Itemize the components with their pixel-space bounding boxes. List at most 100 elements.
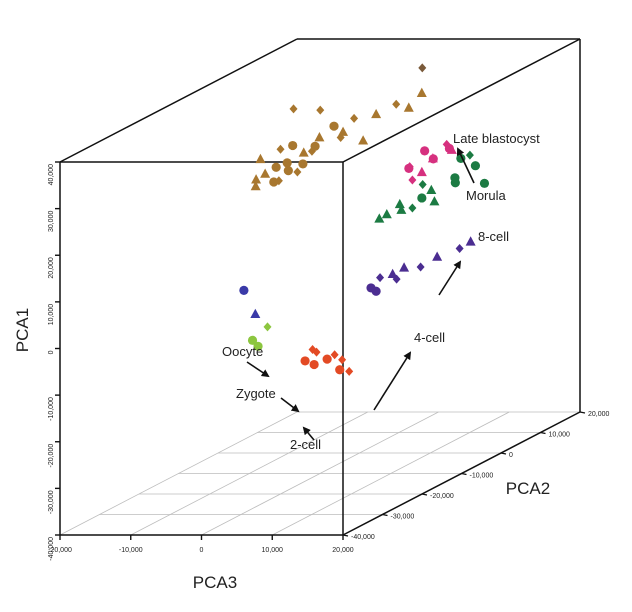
tick-label-pca2: 0: [509, 452, 513, 459]
axis-title-pca3: PCA3: [193, 573, 237, 592]
two-cell-point: [322, 354, 332, 364]
unlabeled-cluster-point: [416, 87, 427, 97]
tick-mark: [500, 452, 507, 455]
tick-label-pca1: 10,000: [48, 304, 55, 326]
unlabeled-cluster-point: [316, 105, 325, 115]
trajectory-arrow: [373, 351, 412, 411]
tick-label-pca2: -20,000: [430, 493, 454, 500]
eight-cell-point: [429, 196, 440, 206]
four-cell-point: [387, 268, 398, 279]
trajectory-arrow: [280, 397, 300, 413]
eight-cell-point: [408, 203, 417, 213]
tick-label-pca2: 20,000: [588, 411, 610, 418]
four-cell-point: [432, 251, 443, 261]
tick-mark: [382, 513, 388, 517]
unlabeled-cluster-point: [251, 174, 262, 184]
unlabeled-cluster-point: [329, 121, 339, 131]
morula-point: [408, 175, 417, 185]
floor-grid: [59, 411, 581, 536]
label-8-cell: 8-cell: [478, 229, 509, 244]
label-oocyte: Oocyte: [222, 344, 263, 359]
unlabeled-cluster-point: [289, 104, 298, 114]
two-cell-point: [300, 356, 310, 366]
tick-label-pca3: -20,000: [48, 547, 72, 554]
tick-mark: [540, 431, 546, 435]
unlabeled-cluster-point: [293, 167, 302, 177]
eight-cell-point: [479, 178, 490, 188]
box-edge: [59, 38, 298, 163]
tick-label-pca1: 40,000: [48, 164, 55, 186]
eight-cell-point: [396, 204, 407, 214]
axis-ticks: -40,000 -30,000 -20,000 -10,000 0 10,000 20,00…: [48, 161, 610, 561]
eight-cell-point: [381, 208, 392, 219]
eight-cell-point: [417, 193, 427, 203]
tick-mark: [579, 411, 586, 414]
axis-titles: PCA1 PCA3 PCA2: [13, 308, 550, 592]
tick-label-pca3: 20,000: [332, 547, 354, 554]
unlabeled-cluster-point: [336, 133, 345, 143]
unlabeled-cluster-point: [403, 102, 414, 112]
tick-label-pca3: -10,000: [119, 547, 143, 554]
two-cell-point: [308, 345, 317, 355]
two-cell-point: [330, 350, 339, 360]
four-cell-point: [371, 286, 381, 296]
tick-label-pca2: -40,000: [351, 534, 375, 541]
data-points: [239, 63, 490, 376]
two-cell-point: [345, 366, 354, 376]
two-cell-point: [309, 359, 319, 370]
unlabeled-cluster-point: [314, 132, 325, 142]
tick-label-pca2: 10,000: [549, 432, 571, 439]
morula-point: [420, 146, 430, 156]
tick-label-pca1: -40,000: [48, 537, 55, 561]
eight-cell-point: [394, 198, 405, 209]
unlabeled-cluster-point: [310, 141, 320, 151]
four-cell-point: [465, 236, 476, 246]
unlabeled-cluster-point: [260, 168, 271, 178]
morula-point: [427, 153, 438, 163]
stage-labels: Late blastocyst Morula 8-cell 4-cell Ooc…: [222, 131, 540, 452]
tick-mark: [461, 472, 467, 476]
label-zygote: Zygote: [236, 386, 276, 401]
axis-title-pca2: PCA2: [506, 479, 550, 498]
two-cell-point: [338, 355, 347, 365]
tick-label-pca2: -10,000: [470, 473, 494, 480]
unlabeled-cluster-point: [358, 135, 369, 145]
unlabeled-cluster-point: [283, 166, 293, 176]
eight-cell-point: [374, 213, 385, 223]
unlabeled-cluster-point: [282, 158, 292, 168]
unlabeled-cluster-point: [350, 113, 359, 123]
unlabeled-cluster-point: [271, 162, 281, 172]
eight-cell-point: [470, 161, 481, 171]
trajectory-arrows: [246, 147, 475, 441]
label-morula: Morula: [466, 188, 507, 203]
unlabeled-cluster-point: [288, 140, 298, 151]
tick-label-pca1: -10,000: [48, 397, 55, 421]
unlabeled-cluster-point: [274, 176, 283, 186]
tick-label-pca3: 10,000: [262, 547, 284, 554]
zygote-point: [253, 341, 263, 351]
trajectory-arrow: [302, 426, 315, 441]
unlabeled-cluster-point: [298, 147, 309, 157]
oocyte-point: [250, 308, 261, 319]
tick-label-pca1: -20,000: [48, 444, 55, 468]
tick-label-pca1: 30,000: [48, 211, 55, 233]
eight-cell-point: [418, 180, 427, 190]
four-cell-point: [455, 243, 464, 253]
four-cell-point: [399, 262, 410, 272]
axis-title-pca1: PCA1: [13, 308, 32, 352]
label-late-blastocyst: Late blastocyst: [453, 131, 540, 146]
trajectory-arrow: [438, 260, 462, 296]
unlabeled-cluster-point: [255, 153, 266, 164]
two-cell-point: [335, 365, 345, 375]
tick-label-pca3: 0: [200, 547, 204, 554]
eight-cell-point: [465, 150, 474, 160]
eight-cell-point: [426, 184, 437, 195]
unlabeled-cluster-point: [276, 144, 285, 154]
tick-mark: [342, 534, 349, 537]
unlabeled-cluster-point: [392, 99, 401, 109]
label-4-cell: 4-cell: [414, 330, 445, 345]
label-2-cell: 2-cell: [290, 437, 321, 452]
tick-label-pca1: -30,000: [48, 490, 55, 514]
tick-label-pca1: 0: [48, 350, 55, 354]
